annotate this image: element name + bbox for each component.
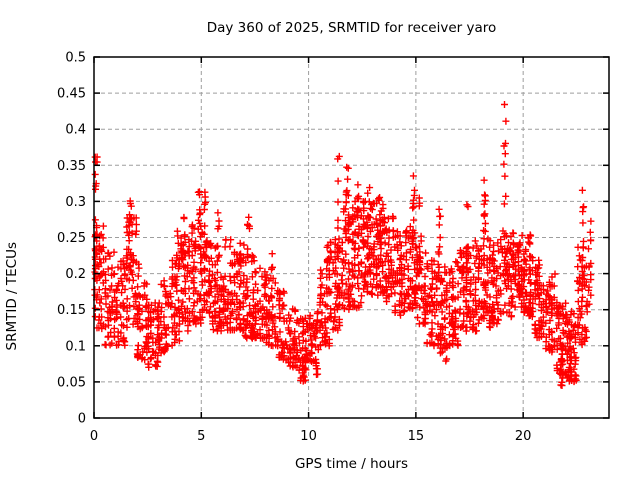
y-tick-label: 0.25: [57, 231, 86, 246]
y-tick-label: 0.15: [57, 303, 86, 318]
chart-title: Day 360 of 2025, SRMTID for receiver yar…: [206, 20, 497, 36]
x-tick-label: 5: [197, 429, 205, 444]
x-tick-label: 0: [90, 429, 98, 444]
plot-border-and-ticks: [93, 56, 610, 419]
y-tick-label: 0.1: [65, 339, 86, 354]
x-tick-label: 10: [300, 429, 317, 444]
y-tick-label: 0.2: [65, 267, 86, 282]
x-axis-title: GPS time / hours: [294, 456, 409, 472]
y-tick-label: 0: [78, 412, 86, 427]
y-tick-labels: 0 0.05 0.1 0.15 0.2 0.25 0.3 0.35 0.4 0.45 0.5: [57, 51, 86, 427]
y-tick-label: 0.35: [57, 159, 86, 174]
x-tick-label: 20: [515, 429, 532, 444]
x-tick-labels: 0 5 10 15 20: [90, 429, 532, 444]
y-tick-label: 0.5: [65, 51, 86, 66]
y-tick-label: 0.4: [65, 123, 86, 138]
y-tick-label: 0.3: [65, 195, 86, 210]
y-tick-label: 0.05: [57, 375, 86, 390]
scatter-points: [91, 101, 595, 389]
y-tick-label: 0.45: [57, 87, 86, 102]
x-tick-label: 15: [408, 429, 425, 444]
